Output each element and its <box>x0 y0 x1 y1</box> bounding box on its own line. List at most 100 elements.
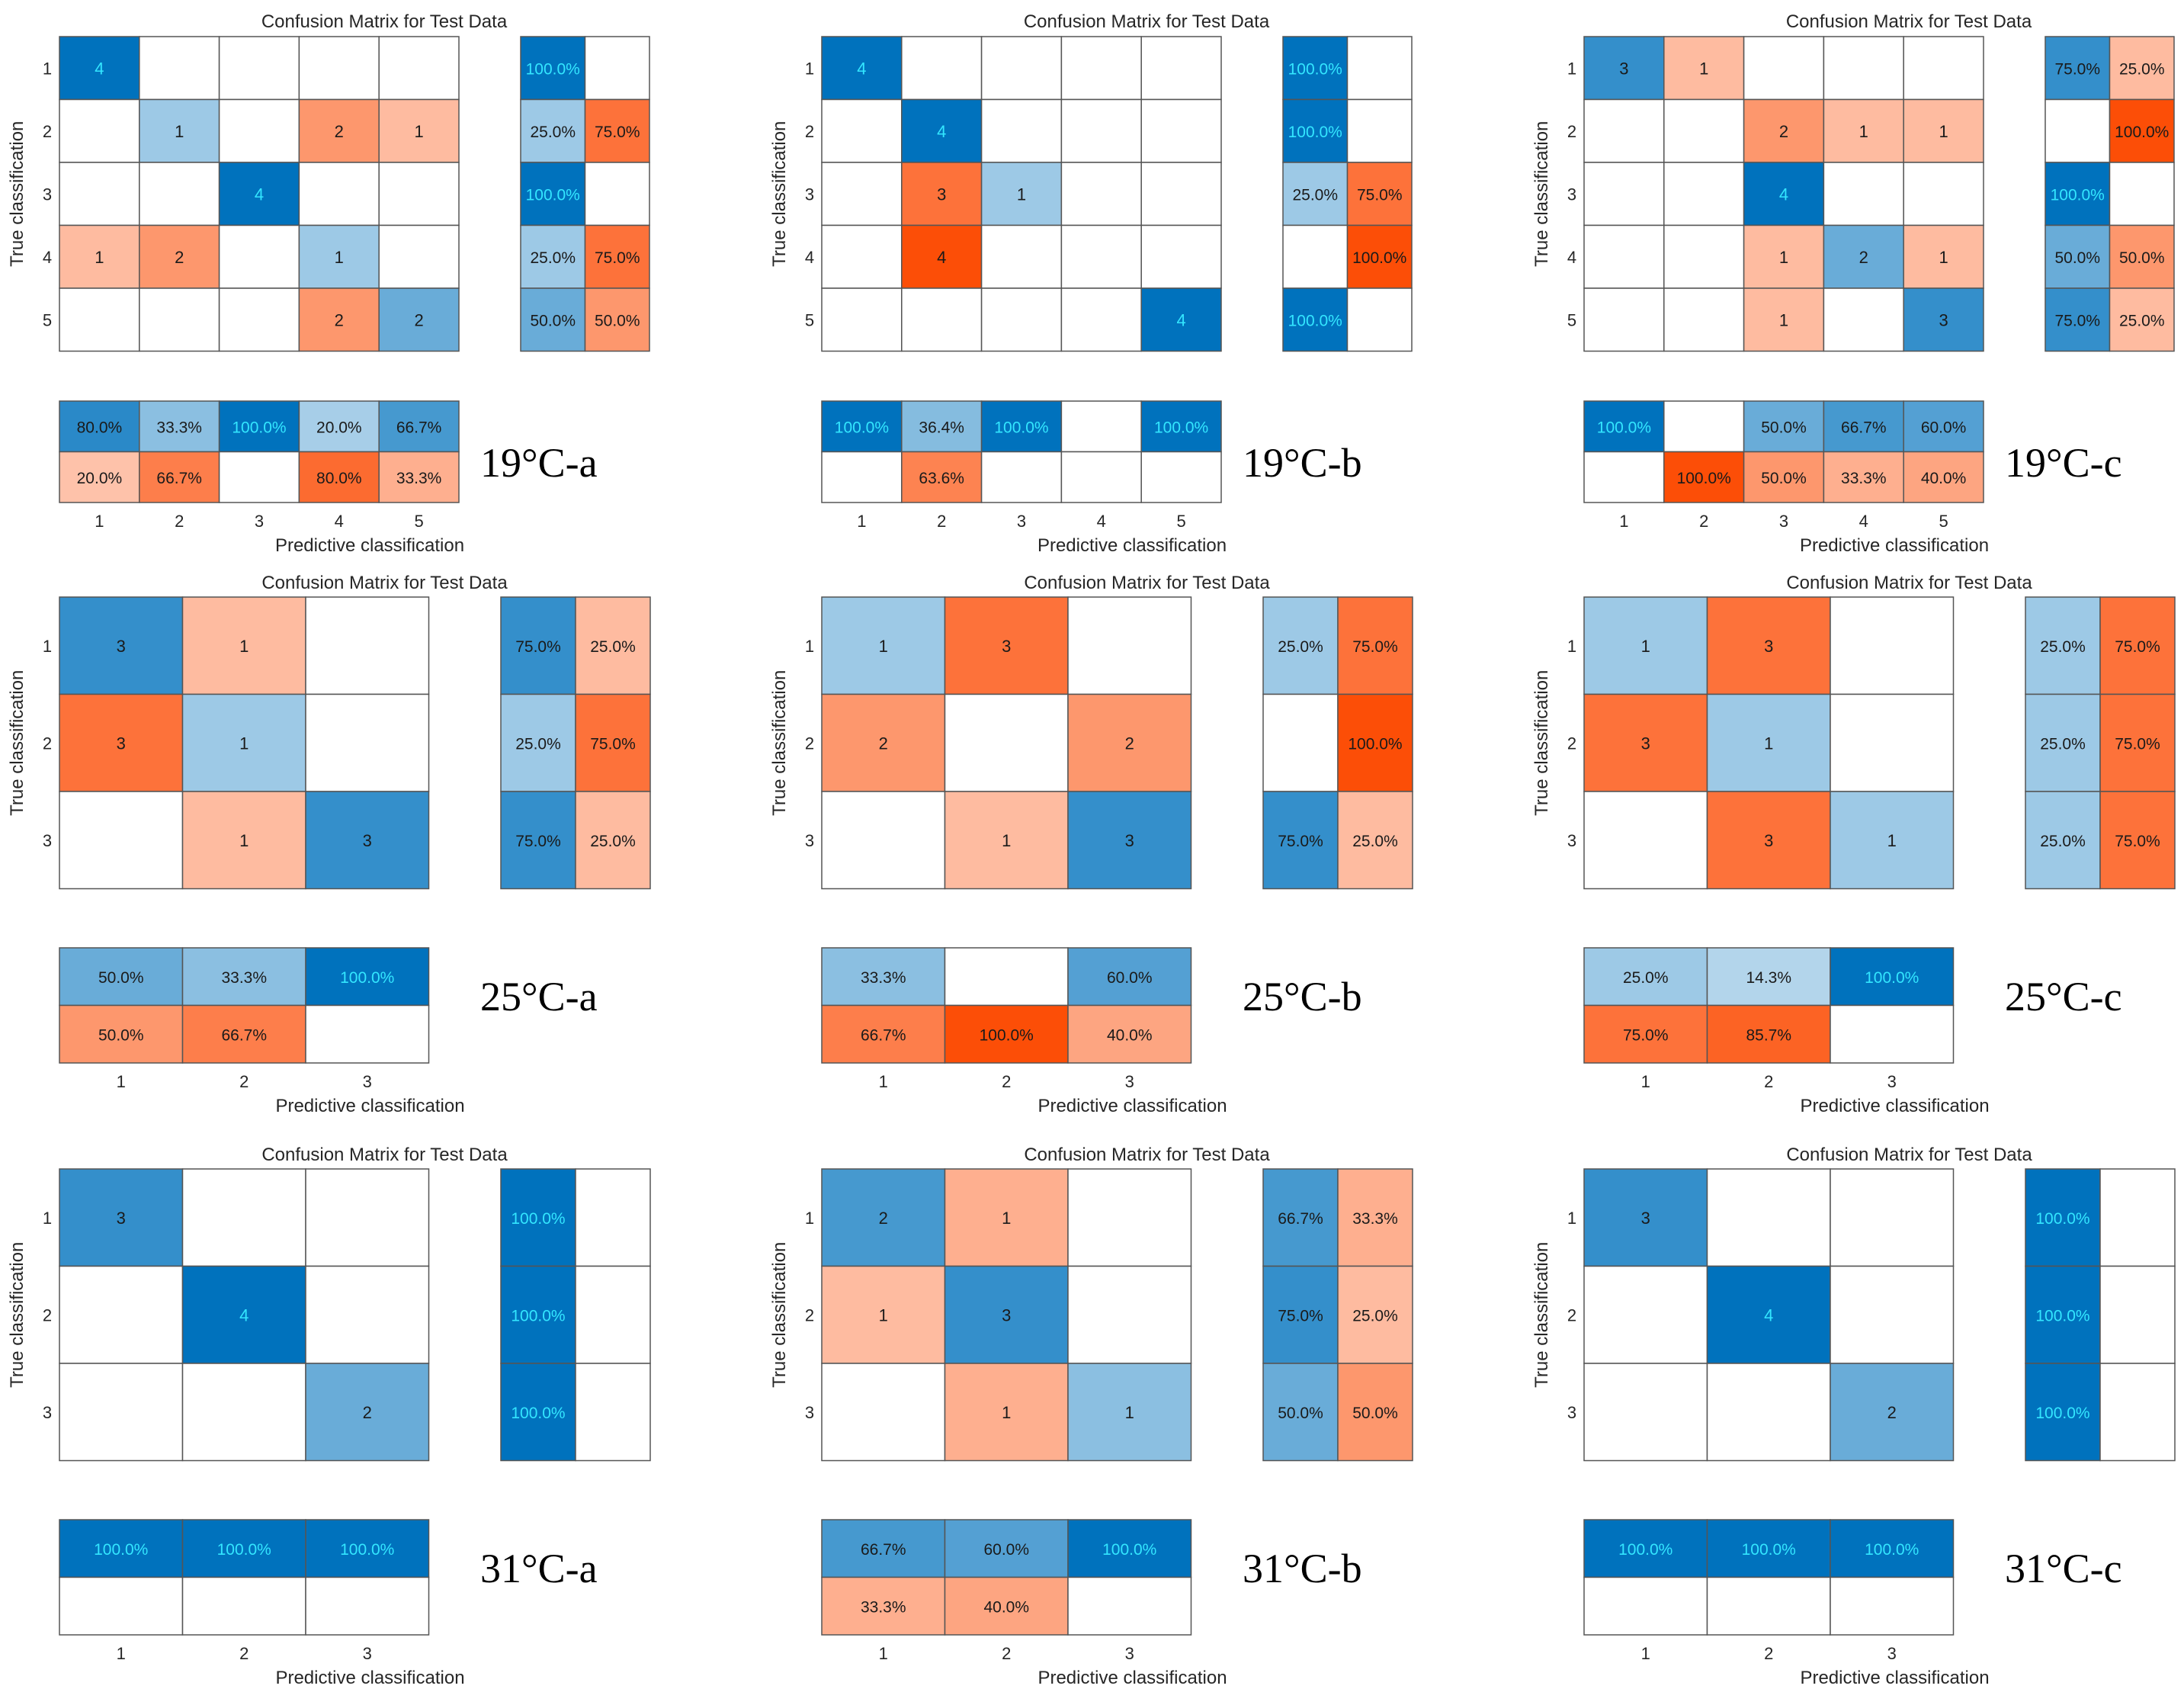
row-summary-correct-2-label: 100.0% <box>511 1307 565 1325</box>
col-summary-correct-2-cell <box>1706 947 1831 1007</box>
matrix-2-3-cell <box>1067 693 1192 792</box>
matrix-5-1-cell <box>1583 287 1665 352</box>
matrix-4-4-cell <box>298 224 380 289</box>
matrix-4-2-label: 4 <box>937 248 946 267</box>
col-summary-incorrect-3-cell <box>1067 1004 1192 1064</box>
row-summary-incorrect-2-cell <box>1346 98 1413 163</box>
panel-label: 19°C-b <box>1243 440 1362 486</box>
matrix-3-3-cell <box>1067 1363 1192 1462</box>
col-summary-incorrect-2-cell <box>181 1576 306 1636</box>
matrix-5-5-cell <box>1903 287 1984 352</box>
panel-label: 31°C-c <box>2005 1546 2122 1591</box>
row-summary-incorrect-1-cell <box>575 1168 651 1267</box>
col-summary-correct-2-cell <box>139 400 220 453</box>
matrix-1-2-cell <box>1706 596 1831 695</box>
col-summary-correct-5-label: 100.0% <box>1154 419 1208 436</box>
row-summary-correct-5-cell <box>2044 287 2111 352</box>
row-summary-incorrect-3-cell <box>1337 1363 1413 1462</box>
row-summary-correct-1-cell <box>1262 596 1339 695</box>
row-summary-incorrect-3-cell <box>575 1363 651 1462</box>
matrix-1-1-label: 3 <box>117 637 126 656</box>
matrix-1-1-cell <box>59 36 140 101</box>
col-summary-incorrect-3-cell <box>218 451 300 503</box>
matrix-2-1-label: 1 <box>879 1305 888 1325</box>
col-summary-correct-3-label: 100.0% <box>994 419 1048 436</box>
y-tick-label: 3 <box>43 185 52 204</box>
row-summary-correct-1-label: 25.0% <box>1278 638 1323 656</box>
row-summary-incorrect-5-label: 25.0% <box>2119 312 2165 329</box>
matrix-3-5-cell <box>1140 162 1222 226</box>
matrix-1-2-cell <box>181 1168 306 1267</box>
row-summary-correct-3-label: 100.0% <box>2035 1405 2089 1422</box>
col-summary-incorrect-1-label: 33.3% <box>861 1598 906 1616</box>
x-tick-label: 2 <box>1764 1072 1773 1091</box>
col-summary-incorrect-5-cell <box>1903 451 1984 503</box>
matrix-3-3-cell <box>1830 1363 1955 1462</box>
row-summary-correct-3-cell <box>1262 791 1339 890</box>
row-summary-correct-3-cell <box>2044 162 2111 226</box>
matrix-1-4-cell <box>1060 36 1142 101</box>
matrix-3-5-cell <box>378 162 460 226</box>
matrix-2-1-label: 3 <box>1641 734 1650 753</box>
matrix-3-1-cell <box>821 791 946 890</box>
col-summary-correct-4-cell <box>1823 400 1904 453</box>
panel-label: 25°C-b <box>1243 974 1362 1019</box>
matrix-5-3-cell <box>980 287 1063 352</box>
matrix-2-3-cell <box>1830 1265 1955 1364</box>
x-tick-label: 3 <box>1779 512 1788 531</box>
x-axis-label: Predictive classification <box>275 535 464 556</box>
matrix-3-2-cell <box>1706 1363 1831 1462</box>
row-summary-correct-3-label: 75.0% <box>515 833 561 850</box>
col-summary-incorrect-3-cell <box>305 1004 430 1064</box>
x-tick-label: 5 <box>414 512 423 531</box>
col-summary-correct-4-label: 20.0% <box>316 419 362 436</box>
matrix-1-1-cell <box>1583 596 1708 695</box>
matrix-3-3-label: 2 <box>1887 1403 1897 1422</box>
row-summary-correct-2-cell <box>500 1265 576 1364</box>
row-summary-correct-2-cell <box>2025 1265 2101 1364</box>
matrix-2-4-cell <box>298 98 380 163</box>
col-summary-correct-3-cell <box>1830 947 1955 1007</box>
row-summary-incorrect-3-cell <box>575 791 651 890</box>
row-summary-incorrect-5-cell <box>1346 287 1413 352</box>
matrix-3-2-label: 3 <box>1764 831 1773 850</box>
matrix-2-4-cell <box>1823 98 1904 163</box>
matrix-5-5-label: 4 <box>1176 310 1185 329</box>
row-summary-incorrect-3-cell <box>2099 1363 2176 1462</box>
y-tick-label: 3 <box>43 1403 52 1422</box>
matrix-4-3-cell <box>218 224 300 289</box>
x-tick-label: 1 <box>95 512 104 531</box>
col-summary-incorrect-2-cell <box>139 451 220 503</box>
matrix-3-4-cell <box>1823 162 1904 226</box>
row-summary-incorrect-2-cell <box>2099 693 2176 792</box>
col-summary-incorrect-1-cell <box>821 451 903 503</box>
matrix-2-1-cell <box>59 98 140 163</box>
row-summary-incorrect-5-cell <box>584 287 650 352</box>
panel-label: 19°C-a <box>480 440 598 486</box>
x-tick-label: 1 <box>879 1072 888 1091</box>
matrix-2-2-label: 1 <box>239 734 249 753</box>
matrix-5-1-cell <box>59 287 140 352</box>
col-summary-incorrect-3-cell <box>1743 451 1825 503</box>
matrix-2-1-cell <box>1583 693 1708 792</box>
col-summary-correct-1-label: 80.0% <box>77 419 123 436</box>
matrix-3-2-cell <box>1706 791 1831 890</box>
col-summary-correct-1-label: 100.0% <box>1618 1541 1672 1559</box>
row-summary-correct-3-cell <box>520 162 586 226</box>
matrix-5-4-cell <box>1060 287 1142 352</box>
row-summary-incorrect-4-label: 75.0% <box>595 249 640 267</box>
row-summary-correct-3-cell <box>500 1363 576 1462</box>
chart-title: Confusion Matrix for Test Data <box>261 11 508 32</box>
col-summary-correct-5-cell <box>378 400 460 453</box>
matrix-2-3-cell <box>1743 98 1825 163</box>
matrix-1-3-cell <box>218 36 300 101</box>
matrix-2-4-cell <box>1060 98 1142 163</box>
row-summary-incorrect-1-cell <box>1346 36 1413 101</box>
col-summary-incorrect-2-cell <box>944 1004 1069 1064</box>
x-tick-label: 3 <box>363 1072 372 1091</box>
col-summary-incorrect-4-cell <box>298 451 380 503</box>
matrix-1-2-label: 3 <box>1002 637 1011 656</box>
matrix-3-4-cell <box>298 162 380 226</box>
matrix-3-2-cell <box>139 162 220 226</box>
